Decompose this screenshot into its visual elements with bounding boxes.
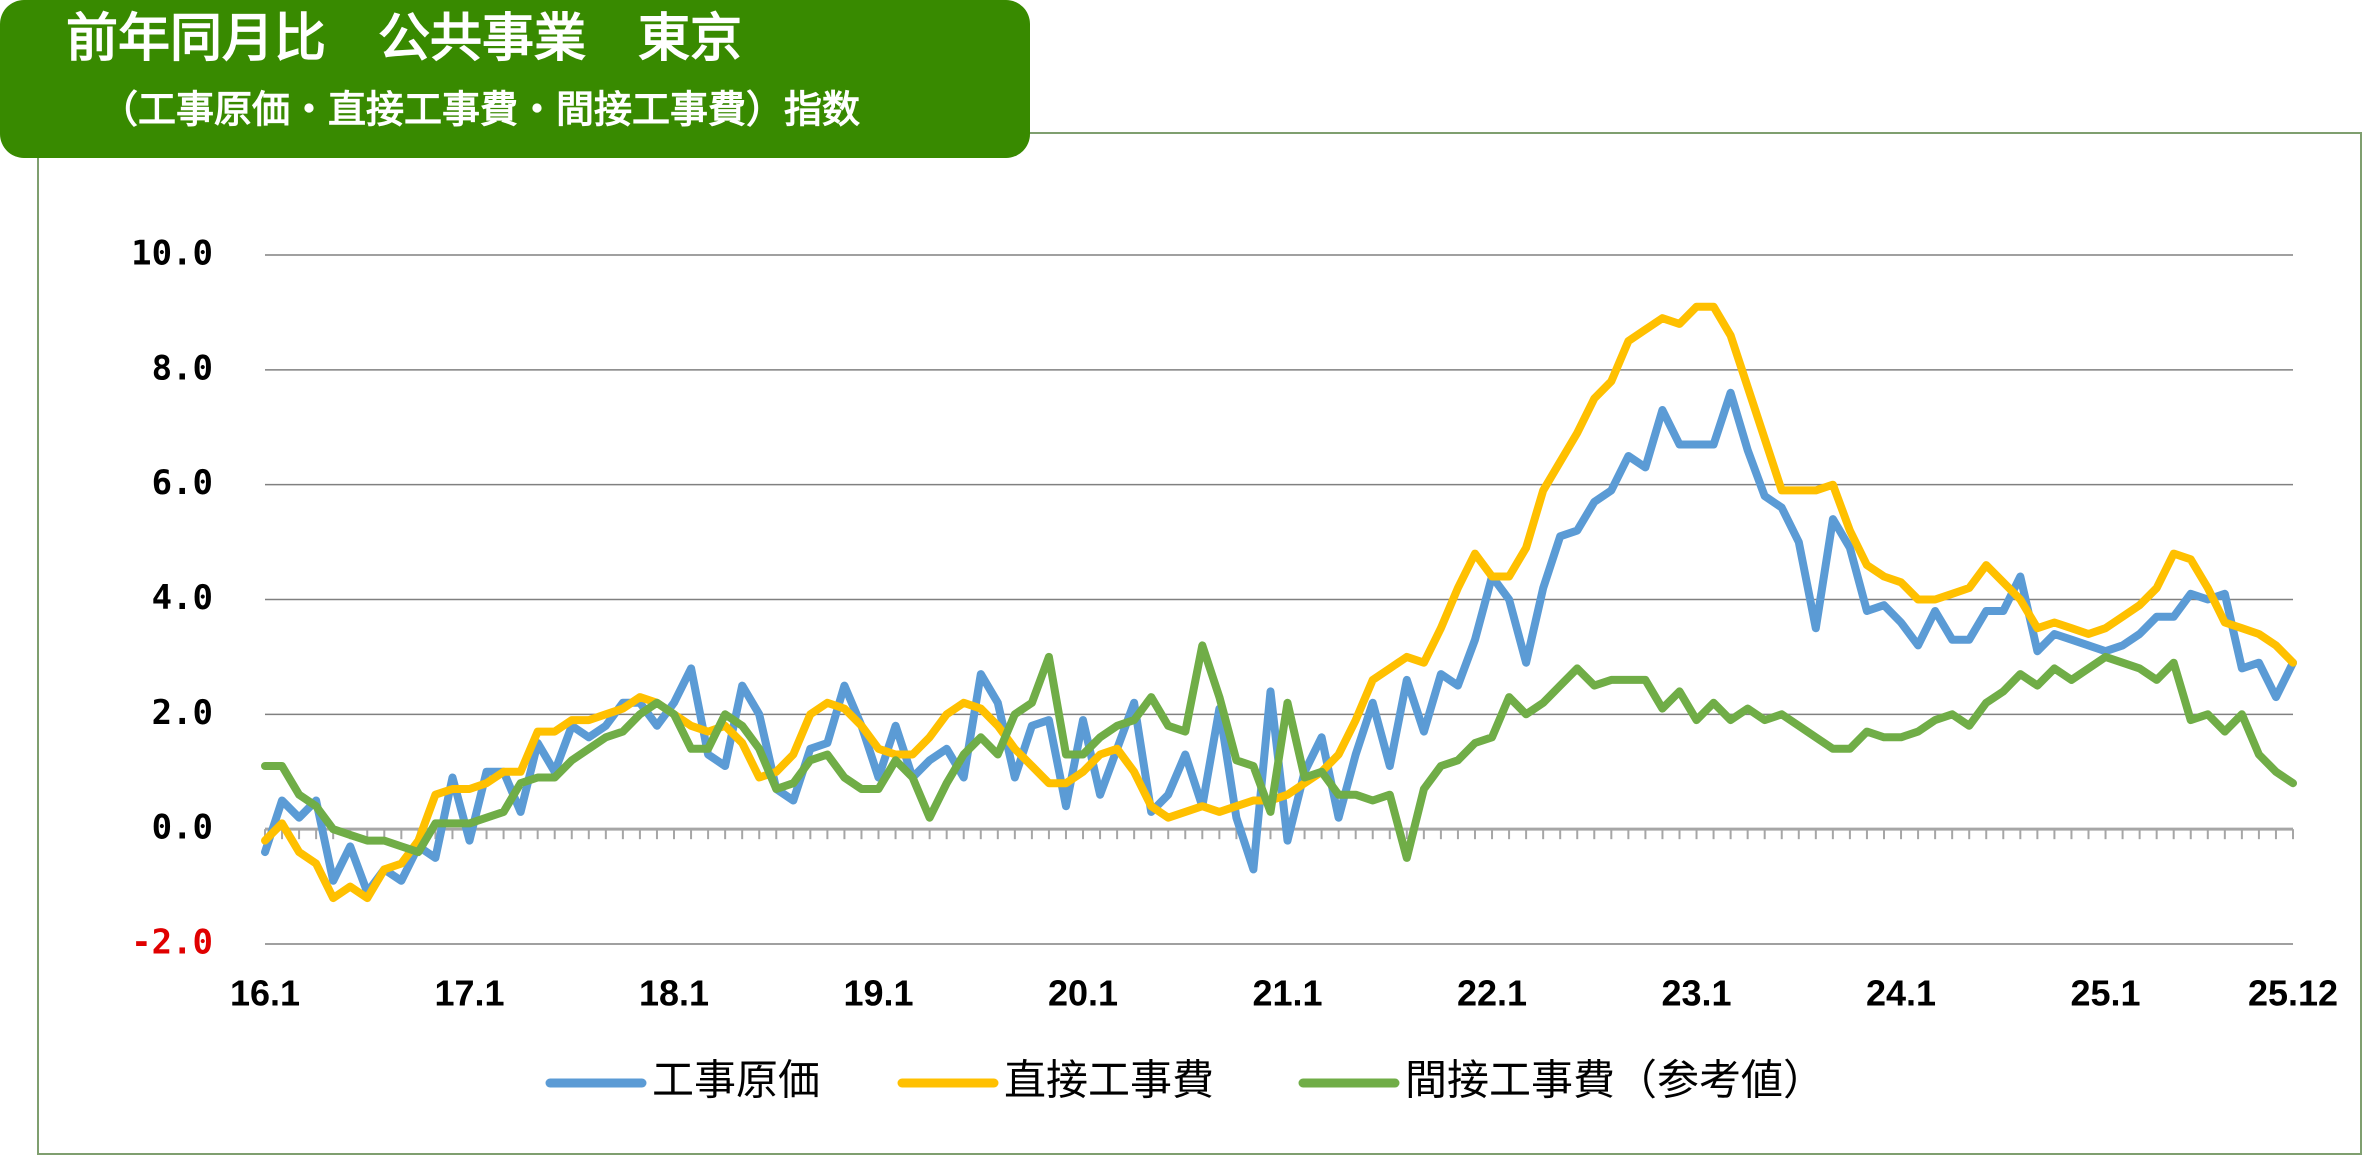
y-tick-label: 8.0 bbox=[152, 348, 213, 388]
y-tick-label: 10.0 bbox=[131, 234, 213, 274]
x-tick-label: 25.12 bbox=[2248, 973, 2338, 1014]
x-tick-label: 17.1 bbox=[434, 973, 504, 1014]
legend-label: 工事原価 bbox=[652, 1056, 820, 1105]
legend-label: 直接工事費 bbox=[1004, 1056, 1214, 1105]
x-tick-label: 21.1 bbox=[1252, 973, 1322, 1014]
chart-title: 前年同月比 公共事業 東京 bbox=[66, 9, 742, 69]
y-tick-label: 6.0 bbox=[152, 463, 213, 503]
series-line bbox=[261, 641, 2297, 862]
y-tick-label: -2.0 bbox=[131, 923, 213, 963]
x-tick-label: 20.1 bbox=[1048, 973, 1118, 1014]
x-tick-label: 23.1 bbox=[1661, 973, 1731, 1014]
x-tick-label: 19.1 bbox=[843, 973, 913, 1014]
y-tick-label: 4.0 bbox=[152, 578, 213, 618]
title-box bbox=[0, 0, 1030, 158]
x-tick-label: 22.1 bbox=[1457, 973, 1527, 1014]
x-tick-label: 24.1 bbox=[1866, 973, 1936, 1014]
x-tick-label: 18.1 bbox=[639, 973, 709, 1014]
series-line bbox=[261, 302, 2297, 903]
y-tick-label: 2.0 bbox=[152, 693, 213, 733]
y-tick-label: 0.0 bbox=[152, 808, 213, 848]
x-tick-label: 16.1 bbox=[230, 973, 300, 1014]
x-tick-label: 25.1 bbox=[2070, 973, 2140, 1014]
legend-label: 間接工事費（参考値） bbox=[1405, 1056, 1825, 1105]
chart-subtitle: （工事原価・直接工事費・間接工事費）指数 bbox=[100, 88, 860, 132]
